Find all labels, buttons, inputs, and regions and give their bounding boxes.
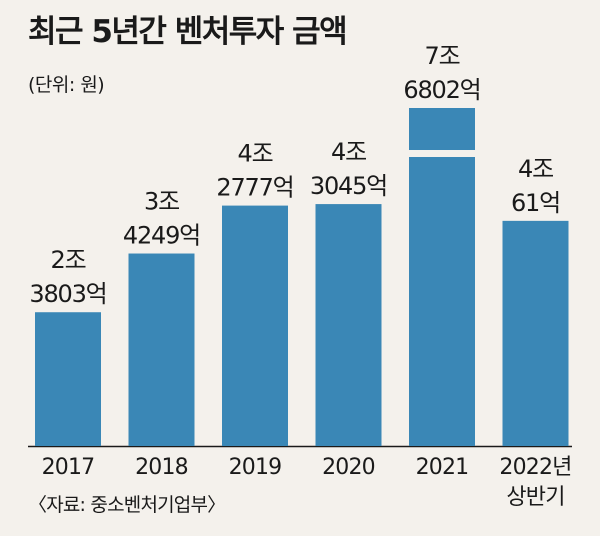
x-tick-label: 2022년: [499, 455, 571, 480]
data-label: 4249억: [123, 222, 200, 250]
data-label: 61억: [511, 189, 560, 217]
bar: [35, 312, 101, 446]
bar: [315, 204, 382, 446]
x-tick-label: 2020: [322, 455, 375, 480]
source-note: 〈자료: 중소벤처기업부〉: [28, 494, 226, 516]
bar: [128, 253, 195, 446]
x-tick-label: 2017: [42, 455, 95, 480]
data-label: 4조: [518, 155, 553, 183]
unit-note: (단위: 원): [28, 74, 105, 96]
data-label: 6802억: [403, 76, 480, 104]
x-tick-label: 2019: [229, 455, 282, 480]
data-label: 3045억: [310, 172, 387, 200]
bar: [409, 108, 475, 446]
x-tick-label: 상반기: [506, 485, 564, 510]
data-label: 3조: [144, 188, 179, 216]
data-label: 2777억: [216, 174, 293, 202]
x-tick-label: 2021: [416, 455, 469, 480]
data-label: 4조: [331, 138, 366, 166]
bar-break-gap: [408, 150, 476, 157]
data-label: 7조: [425, 42, 460, 70]
bar: [502, 220, 569, 446]
bar: [222, 205, 288, 446]
data-label: 2조: [51, 246, 86, 274]
chart-title: 최근 5년간 벤처투자 금액: [28, 14, 348, 50]
data-label: 3803억: [29, 280, 106, 308]
data-label: 4조: [238, 140, 273, 168]
x-tick-label: 2018: [135, 455, 188, 480]
